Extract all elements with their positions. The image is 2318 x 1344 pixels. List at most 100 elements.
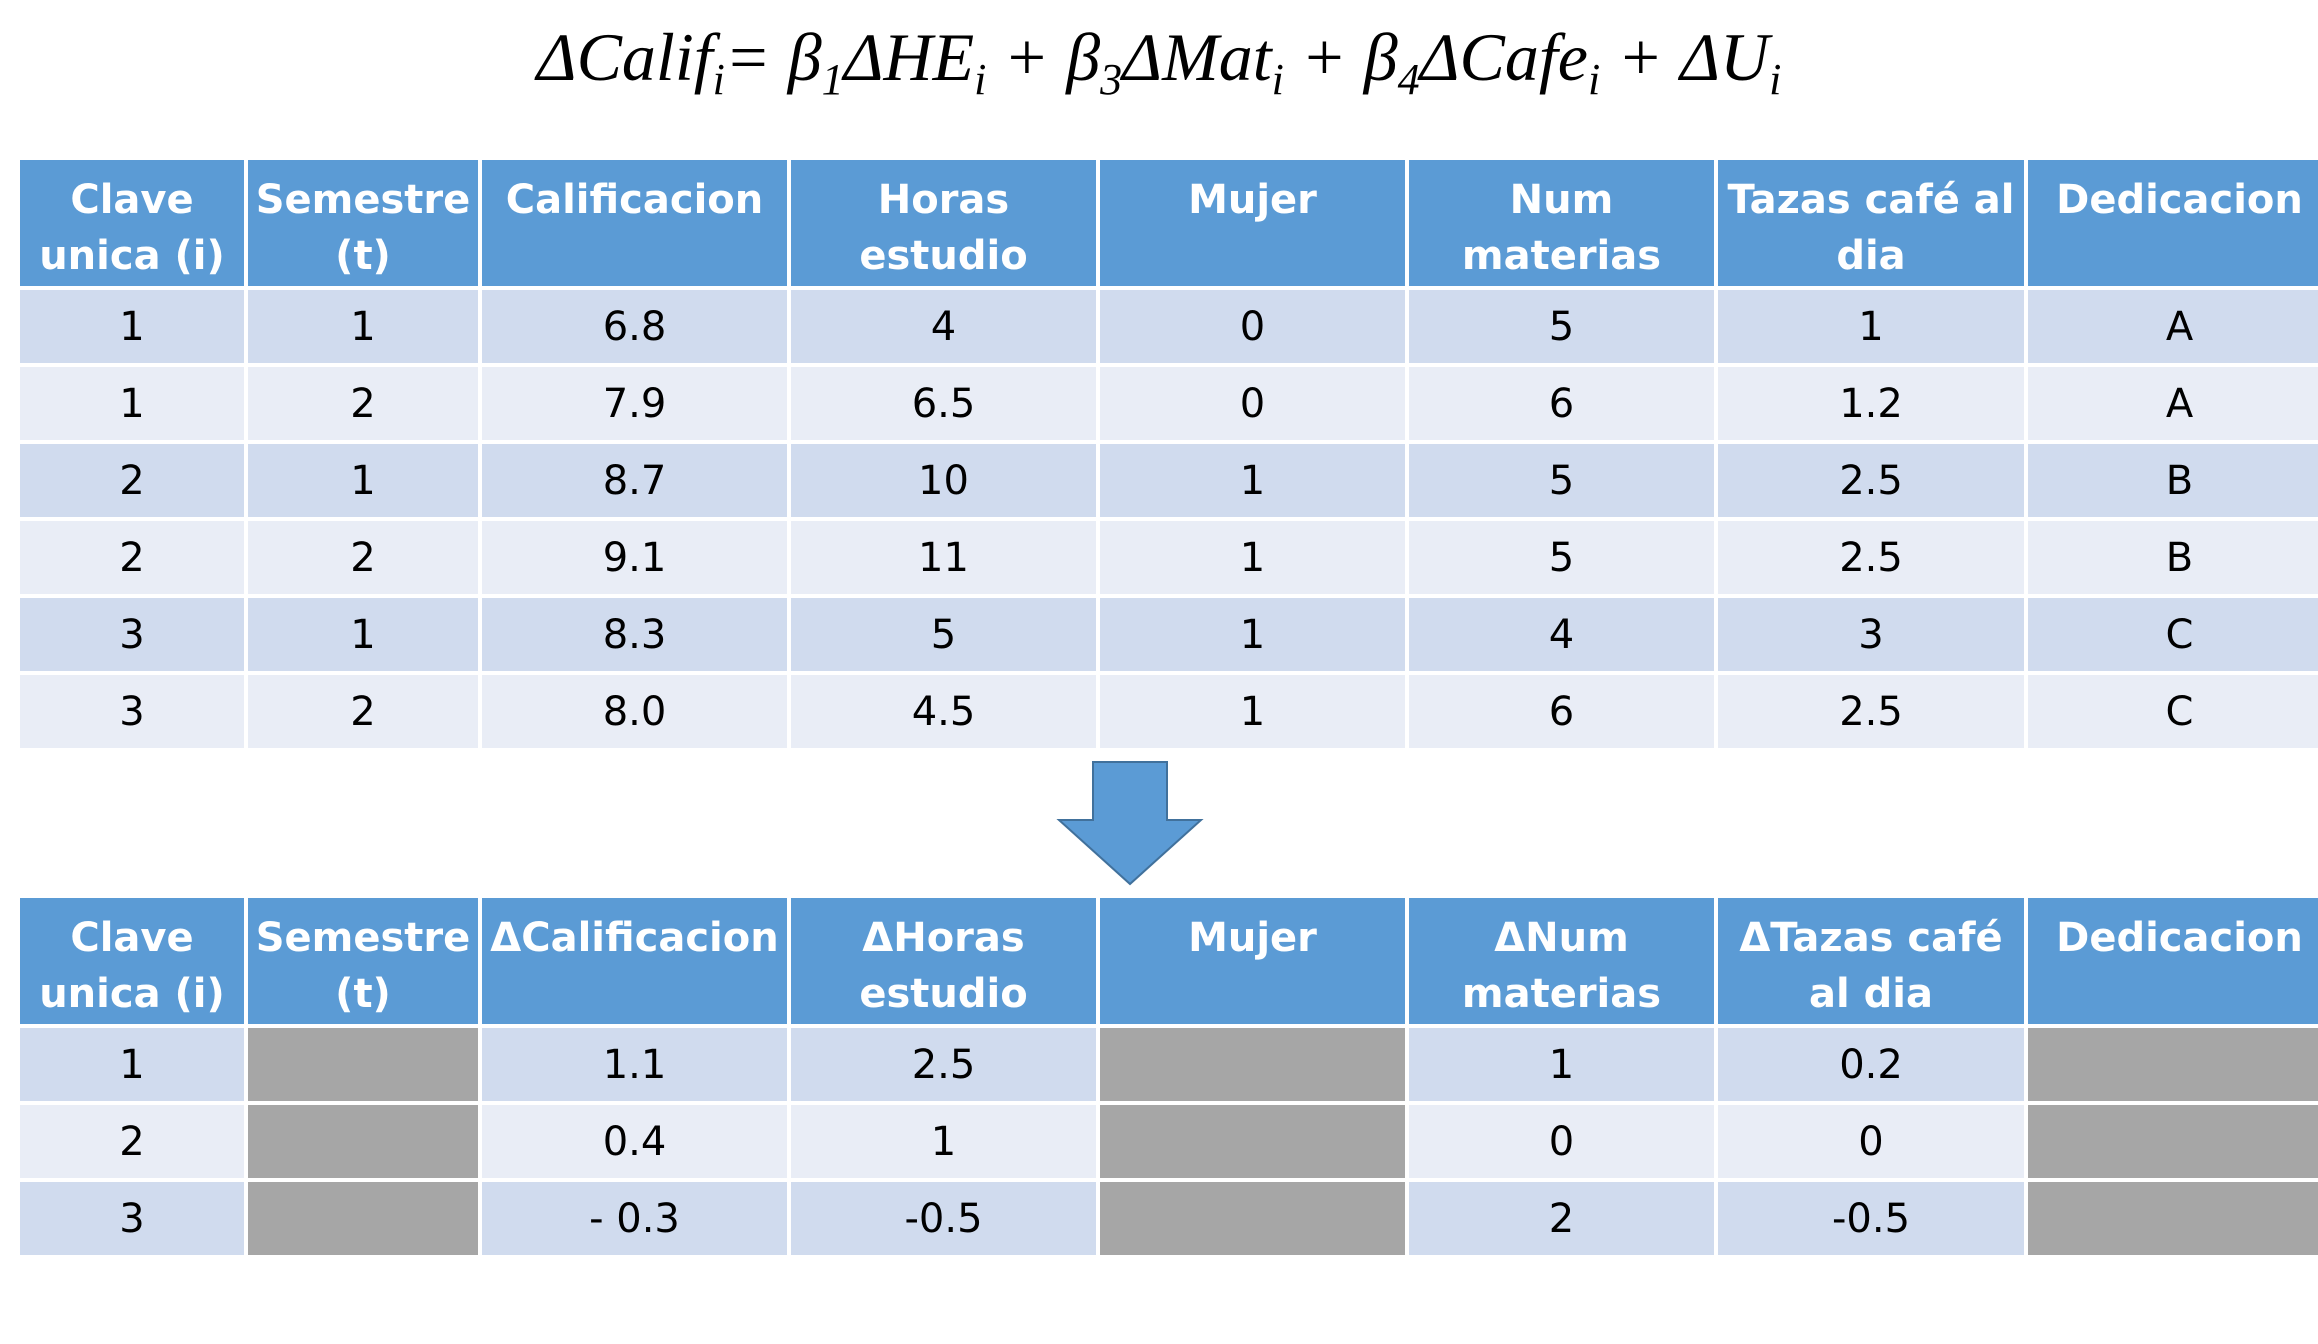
table-cell: 1 <box>1409 1028 1714 1101</box>
column-header: Mujer <box>1100 160 1405 286</box>
equation-subscript: 1 <box>821 55 844 104</box>
table-cell: 3 <box>20 675 244 748</box>
column-header: ΔHoras estudio <box>791 898 1096 1024</box>
table-cell: 5 <box>1409 444 1714 517</box>
equation-subscript: i <box>1271 55 1284 104</box>
table-cell: 6.5 <box>791 367 1096 440</box>
table-cell: 2.5 <box>791 1028 1096 1101</box>
table-cell: 9.1 <box>482 521 787 594</box>
blank-cell <box>2028 1028 2318 1101</box>
column-header: Dedicacion <box>2028 160 2318 286</box>
equation-term: + β <box>986 19 1101 95</box>
table-cell: 1 <box>248 444 478 517</box>
table-cell: 1 <box>1718 290 2024 363</box>
equation-term: ΔCafe <box>1419 19 1588 95</box>
column-header: Dedicacion <box>2028 898 2318 1024</box>
difference-table: Clave unica (i) Semestre (t) ΔCalificacion… <box>16 894 2318 1259</box>
table-cell: 8.7 <box>482 444 787 517</box>
table-cell: 1 <box>248 598 478 671</box>
table-cell: 8.0 <box>482 675 787 748</box>
table-cell: A <box>2028 290 2318 363</box>
table-cell: 1 <box>1100 521 1405 594</box>
column-header: Clave unica (i) <box>20 898 244 1024</box>
table-row: 3- 0.3 -0.5 2 -0.5 <box>20 1182 2318 1255</box>
table-cell: 2 <box>248 367 478 440</box>
column-header: ΔCalificacion <box>482 898 787 1024</box>
table-cell: 1 <box>20 1028 244 1101</box>
table-cell: 3 <box>1718 598 2024 671</box>
blank-cell <box>248 1028 478 1101</box>
table-cell: 0 <box>1100 367 1405 440</box>
blank-cell <box>2028 1182 2318 1255</box>
table-row: 1 2 7.9 6.5 0 6 1.2 A <box>20 367 2318 440</box>
table-cell: 1 <box>20 290 244 363</box>
table-cell: 4 <box>1409 598 1714 671</box>
table-cell: B <box>2028 444 2318 517</box>
table-cell: 0 <box>1718 1105 2024 1178</box>
table-cell: 5 <box>791 598 1096 671</box>
equation-term: + β <box>1283 19 1398 95</box>
table-cell: 2 <box>248 675 478 748</box>
blank-cell <box>248 1105 478 1178</box>
equation-subscript: 3 <box>1100 55 1123 104</box>
table-row: 1 1 6.8 4 0 5 1 A <box>20 290 2318 363</box>
equation-term: ΔMat <box>1122 19 1272 95</box>
header-row: Clave unica (i) Semestre (t) Calificacion H… <box>20 160 2318 286</box>
equation-subscript: 4 <box>1397 55 1420 104</box>
table-row: 3 2 8.0 4.5 1 6 2.5 C <box>20 675 2318 748</box>
table-cell: 1.2 <box>1718 367 2024 440</box>
equation: ΔCalifi= β1ΔHEi + β3ΔMati + β4ΔCafei + Δ… <box>0 18 2318 105</box>
table-cell: 0 <box>1409 1105 1714 1178</box>
table-cell: 2.5 <box>1718 444 2024 517</box>
equation-subscript: i <box>1769 55 1782 104</box>
column-header: Horas estudio <box>791 160 1096 286</box>
blank-cell <box>1100 1182 1405 1255</box>
down-arrow <box>1056 761 1204 886</box>
equation-term: ΔHE <box>843 19 975 95</box>
column-header: Semestre (t) <box>248 898 478 1024</box>
column-header: ΔTazas café al dia <box>1718 898 2024 1024</box>
equation-term: ΔCalif <box>536 19 713 95</box>
equation-subscript: i <box>974 55 987 104</box>
table-cell: 3 <box>20 1182 244 1255</box>
header-row: Clave unica (i) Semestre (t) ΔCalificacion… <box>20 898 2318 1024</box>
blank-cell <box>248 1182 478 1255</box>
table-cell: 2 <box>1409 1182 1714 1255</box>
blank-cell <box>2028 1105 2318 1178</box>
blank-cell <box>1100 1105 1405 1178</box>
table-cell: A <box>2028 367 2318 440</box>
table-cell: 1 <box>1100 675 1405 748</box>
table-row: 2 1 8.7 10 1 5 2.5 B <box>20 444 2318 517</box>
table-cell: 7.9 <box>482 367 787 440</box>
column-header: Calificacion <box>482 160 787 286</box>
table-cell: 4.5 <box>791 675 1096 748</box>
table-cell: 10 <box>791 444 1096 517</box>
table-cell: 11 <box>791 521 1096 594</box>
blank-cell <box>1100 1028 1405 1101</box>
column-header: Num materias <box>1409 160 1714 286</box>
table-cell: B <box>2028 521 2318 594</box>
equation-subscript: i <box>712 55 725 104</box>
column-header: Tazas café al dia <box>1718 160 2024 286</box>
equation-term: = β <box>724 19 822 95</box>
equation-subscript: i <box>1587 55 1601 104</box>
table-cell: 4 <box>791 290 1096 363</box>
column-header: Mujer <box>1100 898 1405 1024</box>
table-cell: C <box>2028 675 2318 748</box>
table-cell: 2 <box>248 521 478 594</box>
table-row: 1 1.1 2.5 1 0.2 <box>20 1028 2318 1101</box>
table-cell: 2.5 <box>1718 521 2024 594</box>
column-header: Semestre (t) <box>248 160 478 286</box>
table-cell: 2 <box>20 521 244 594</box>
table-cell: 3 <box>20 598 244 671</box>
table-cell: 6 <box>1409 367 1714 440</box>
table-cell: 6 <box>1409 675 1714 748</box>
table-cell: 2 <box>20 444 244 517</box>
table-cell: 2.5 <box>1718 675 2024 748</box>
original-table: Clave unica (i) Semestre (t) Calificacion H… <box>16 156 2318 752</box>
table-cell: 2 <box>20 1105 244 1178</box>
table-row: 2 0.4 1 0 0 <box>20 1105 2318 1178</box>
table-row: 3 1 8.3 5 1 4 3 C <box>20 598 2318 671</box>
table-cell: 5 <box>1409 521 1714 594</box>
table-cell: 0.4 <box>482 1105 787 1178</box>
